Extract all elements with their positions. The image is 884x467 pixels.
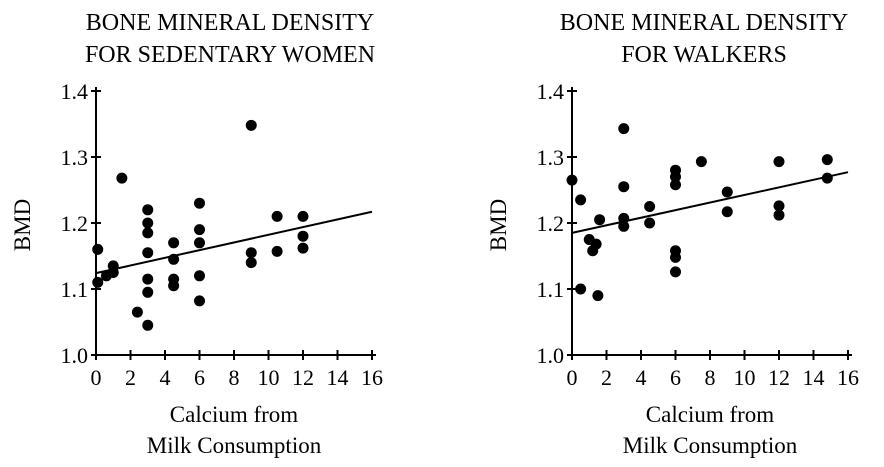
y-tick-label: 1.3 [61,145,89,170]
data-point [194,270,205,282]
data-point [194,197,205,209]
data-point [245,257,257,269]
y-tick-label: 1.1 [537,277,565,302]
data-point [142,273,154,285]
chart-title-line-2: FOR SEDENTARY WOMEN [85,42,375,68]
data-point [590,238,602,250]
data-point [773,156,785,168]
data-point [271,210,283,222]
data-point [618,123,630,135]
data-point [92,276,104,288]
data-point [142,204,154,216]
x-tick-label: 14 [327,365,349,390]
data-point [821,172,833,184]
x-tick-label: 2 [125,365,136,390]
data-point [116,172,128,184]
trend-line [571,171,849,234]
data-point [618,181,630,193]
data-point [721,206,733,218]
trend-line [95,210,373,275]
x-tick-label: 10 [734,365,756,390]
y-tick-label: 1.0 [537,343,565,368]
data-point [194,295,205,307]
x-tick-label: 16 [837,365,859,390]
chart-title-line-1: BONE MINERAL DENSITY [86,10,374,36]
y-tick-label: 1.1 [61,277,89,302]
data-point [142,247,154,259]
x-axis-label-line-2: Milk Consumption [623,433,798,458]
data-point [594,214,606,226]
x-tick-label: 14 [803,365,825,390]
data-point [245,247,257,259]
y-tick-label: 1.2 [537,211,565,236]
data-point [168,280,180,292]
data-point [168,237,180,249]
data-point [575,283,587,295]
data-point [592,290,604,302]
x-tick-label: 8 [229,365,240,390]
x-tick-label: 10 [258,365,280,390]
x-axis-label-line-1: Calcium from [646,402,774,427]
data-point [271,245,283,257]
data-point [131,306,143,318]
data-point [618,220,630,232]
y-axis-label: BMD [10,199,35,251]
x-tick-label: 12 [768,365,790,390]
x-axis-label-line-1: Calcium from [170,402,298,427]
scatter-panel-2: BONE MINERAL DENSITY FOR WALKERS 0 2 4 6 8 10 12… [486,10,859,458]
data-point [644,201,656,212]
data-point [245,119,257,131]
data-point [821,154,833,166]
x-tick-label: 2 [601,365,612,390]
data-point [297,210,309,222]
x-tick-label: 16 [361,365,383,390]
data-point [575,194,587,206]
y-tick-label: 1.4 [537,79,565,104]
y-tick-label: 1.2 [61,211,89,236]
x-tick-label: 6 [670,365,681,390]
data-point [142,227,154,239]
x-tick-label: 12 [292,365,314,390]
data-point [644,217,656,229]
data-point [566,174,578,186]
data-point [618,212,630,224]
y-tick-label: 1.0 [61,343,89,368]
data-point [194,224,205,236]
x-tick-label: 0 [91,365,102,390]
data-point [297,242,309,254]
data-point [194,237,205,249]
data-point [92,243,104,255]
data-point [107,267,119,278]
x-tick-label: 8 [705,365,716,390]
data-point [142,319,154,331]
data-point [297,230,309,242]
chart-title-line-2: FOR WALKERS [621,42,787,68]
y-axis-label: BMD [486,199,511,251]
data-point [670,179,681,191]
data-point [670,251,681,263]
x-tick-label: 4 [160,365,171,390]
data-point [670,266,681,278]
data-point [142,286,154,298]
data-point [168,253,180,265]
chart-title-line-1: BONE MINERAL DENSITY [560,10,848,36]
data-point [695,156,707,168]
x-tick-label: 0 [567,365,578,390]
x-axis-label-line-2: Milk Consumption [147,433,322,458]
x-tick-label: 6 [194,365,205,390]
data-point [773,209,785,221]
data-point [670,171,681,183]
data-point [142,217,154,229]
data-point [721,186,733,198]
y-tick-label: 1.3 [537,145,565,170]
scatter-panel-1: BONE MINERAL DENSITY FOR SEDENTARY WOMEN 0… [10,10,383,458]
y-tick-label: 1.4 [61,79,89,104]
x-tick-label: 4 [636,365,647,390]
data-point [773,200,785,212]
